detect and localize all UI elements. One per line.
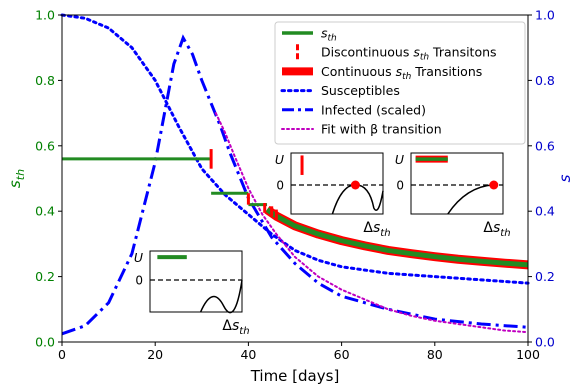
inset-middle: U 0 Δsth	[275, 152, 391, 239]
x-tick-label: 20	[147, 347, 163, 362]
inset-potential-curve	[199, 280, 243, 314]
legend-label-text: Transitions	[411, 64, 482, 79]
inset-x-label: Δsth	[483, 220, 510, 239]
continuous-transition-band	[264, 205, 529, 270]
inset-y-label: U	[134, 250, 143, 265]
inset-frame	[410, 152, 504, 215]
inset-x-label: Δsth	[363, 220, 390, 239]
y-tick-label-left: 0.0	[35, 335, 55, 350]
legend-label-sub: th	[328, 34, 338, 44]
inset-zero-label: 0	[276, 179, 284, 193]
y-tick-label-right: 0.0	[535, 335, 555, 350]
series-fit	[214, 112, 529, 334]
legend-label-fit: Fit with β transition	[321, 122, 442, 137]
inset-x-label-sub: th	[500, 228, 510, 239]
legend-label-sub: th	[420, 53, 430, 63]
x-tick-label: 80	[427, 347, 443, 362]
x-tick-label: 100	[516, 347, 540, 362]
legend-box	[274, 21, 526, 145]
x-tick-label: 40	[240, 347, 256, 362]
legend-label-cont: Continuous sth Transitions	[321, 64, 482, 82]
legend-label-susc: Susceptibles	[321, 83, 400, 98]
series-layer	[60, 13, 530, 336]
series-susceptibles	[60, 13, 530, 285]
inset-x-label-delta: Δ	[222, 318, 232, 334]
y-axis-label-left: sth	[6, 169, 27, 188]
y-tick-label-right: 1.0	[535, 8, 555, 23]
legend-label-s: s	[413, 45, 420, 60]
inset-zero-label: 0	[396, 179, 404, 193]
y-tick-label-left: 0.2	[35, 269, 55, 284]
legend-label-text: Continuous	[321, 64, 396, 79]
y-tick-label-left: 0.4	[35, 204, 55, 219]
y-tick-label-right: 0.4	[535, 204, 555, 219]
inset-potential-curve	[447, 183, 494, 215]
inset-x-label-s: s	[373, 220, 380, 236]
inset-x-label-s: s	[232, 318, 239, 334]
inset-x-label: Δsth	[222, 318, 249, 337]
inset-x-label-sub: th	[239, 326, 249, 337]
inset-equilibrium-dot	[489, 180, 499, 190]
plot-frame	[61, 14, 529, 343]
inset-x-label-sub: th	[380, 228, 390, 239]
inset-right: U 0 Δsth	[395, 152, 511, 239]
inset-equilibrium-dot	[350, 180, 360, 190]
inset-left: U 0 Δsth	[134, 250, 250, 337]
y-axis-label-right: s	[556, 174, 574, 182]
legend-label-sth: sth	[321, 26, 337, 44]
inset-y-label: U	[395, 152, 404, 167]
legend-label-s: s	[321, 26, 328, 41]
inset-zero-label: 0	[135, 274, 143, 288]
x-tick-label: 60	[334, 347, 350, 362]
inset-frame	[290, 152, 384, 215]
y-axis-label-left-base: s	[6, 180, 24, 188]
x-axis-label: Time [days]	[250, 367, 340, 385]
legend-label-text: Discontinuous	[321, 45, 413, 60]
series-sth-segment	[265, 207, 529, 268]
inset-x-label-delta: Δ	[363, 220, 373, 236]
y-axis-label-left-sub: th	[14, 169, 27, 180]
y-tick-label-right: 0.6	[535, 138, 555, 153]
y-tick-label-right: 0.8	[535, 73, 555, 88]
y-tick-label-left: 0.8	[35, 73, 55, 88]
inset-frame	[149, 250, 243, 313]
inset-potential-curve	[331, 183, 384, 215]
legend-label-inf: Infected (scaled)	[321, 102, 426, 117]
legend-label-discont: Discontinuous sth Transitons	[321, 45, 497, 63]
legend-label-s: s	[396, 64, 403, 79]
inset-y-label: U	[275, 152, 284, 167]
y-tick-label-right: 0.2	[535, 269, 555, 284]
inset-x-label-s: s	[493, 220, 500, 236]
y-tick-label-left: 1.0	[35, 8, 55, 23]
y-tick-label-left: 0.6	[35, 138, 55, 153]
x-tick-label: 0	[58, 347, 66, 362]
legend-label-text: Transitons	[429, 45, 496, 60]
inset-x-label-delta: Δ	[483, 220, 493, 236]
legend-label-sub: th	[402, 72, 412, 82]
